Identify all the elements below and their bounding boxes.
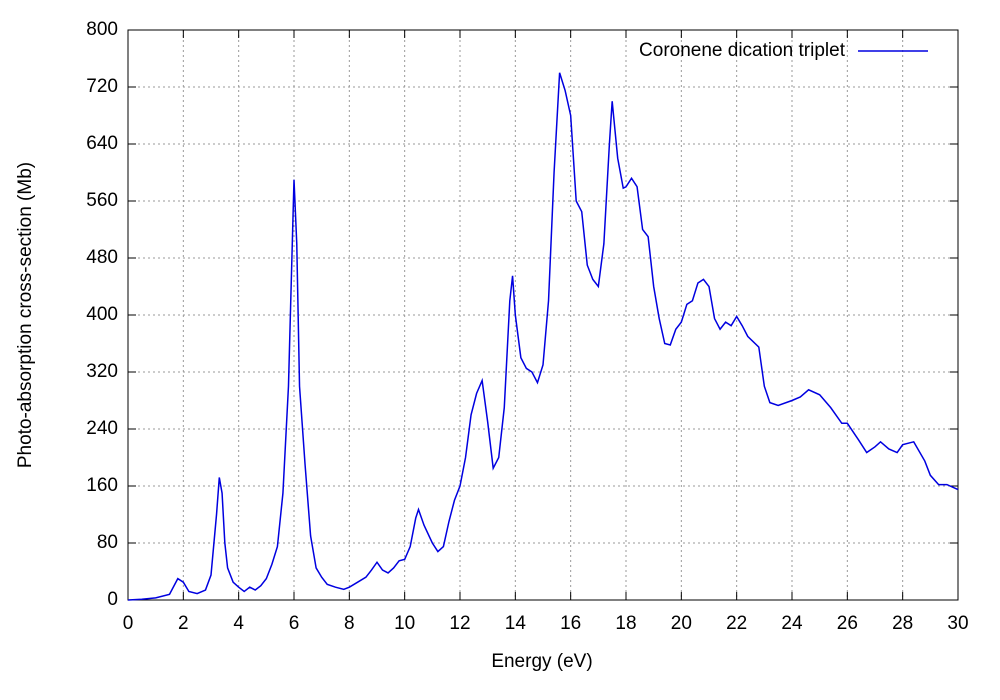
x-tick-label: 16	[560, 613, 581, 634]
y-tick-label: 640	[86, 133, 118, 154]
x-tick-label: 28	[892, 613, 913, 634]
y-tick-label: 160	[86, 475, 118, 496]
x-tick-label: 10	[394, 613, 415, 634]
y-tick-label: 240	[86, 418, 118, 439]
x-tick-label: 2	[178, 613, 189, 634]
y-tick-label: 720	[86, 76, 118, 97]
y-tick-label: 80	[97, 532, 118, 553]
x-tick-label: 18	[615, 613, 636, 634]
x-tick-label: 14	[505, 613, 527, 634]
x-tick-label: 12	[449, 613, 470, 634]
y-axis-label: Photo-absorption cross-section (Mb)	[15, 162, 36, 468]
x-tick-label: 22	[726, 613, 747, 634]
x-tick-label: 6	[289, 613, 300, 634]
x-tick-label: 4	[233, 613, 244, 634]
x-tick-label: 0	[123, 613, 134, 634]
x-axis-label: Energy (eV)	[491, 651, 592, 672]
y-tick-label: 0	[107, 589, 118, 610]
x-tick-label: 24	[781, 613, 803, 634]
x-tick-label: 30	[947, 613, 968, 634]
data-line	[127, 72, 959, 601]
y-tick-label: 560	[86, 190, 118, 211]
y-tick-label: 800	[86, 19, 118, 40]
y-tick-label: 320	[86, 361, 118, 382]
plot-frame	[127, 29, 959, 601]
x-tick-label: 26	[837, 613, 858, 634]
legend-label: Coronene dication triplet	[639, 40, 846, 61]
y-tick-label: 400	[86, 304, 118, 325]
x-tick-label: 20	[671, 613, 692, 634]
x-tick-label: 8	[344, 613, 355, 634]
y-tick-label: 480	[86, 247, 118, 268]
